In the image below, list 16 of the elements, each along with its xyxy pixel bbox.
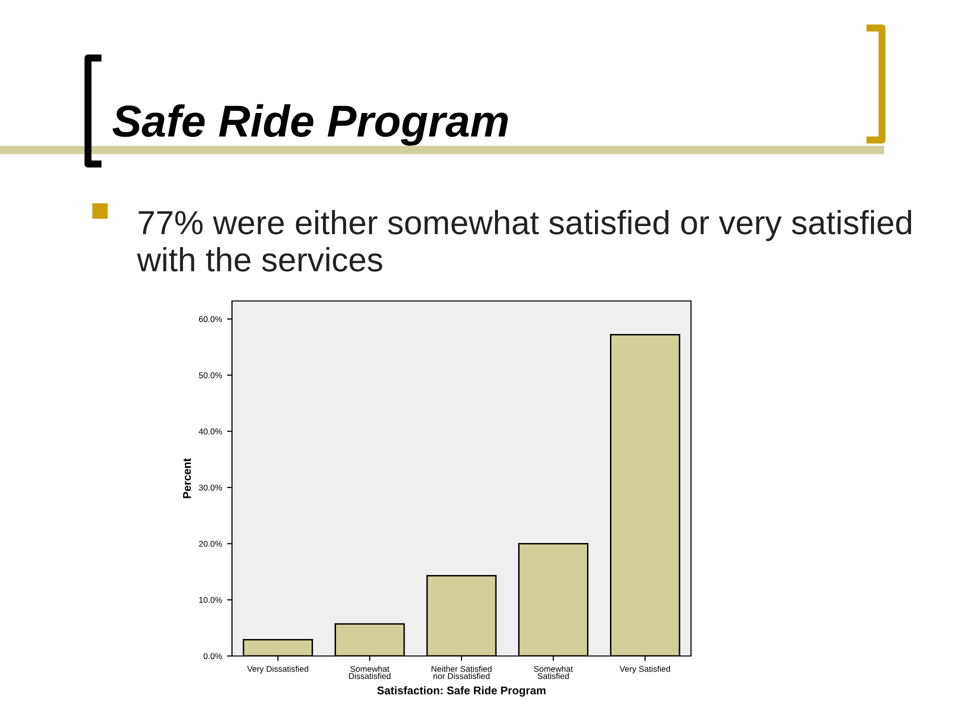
y-tick-label: 50.0%	[198, 372, 222, 378]
y-tick-label: 60.0%	[199, 316, 222, 322]
y-axis-title: Percent	[183, 458, 191, 498]
x-tick-label: Very Satisfied	[620, 666, 670, 674]
y-tick-label: 10.0%	[199, 597, 222, 603]
x-tick-label: Very Dissatisfied	[247, 666, 308, 674]
y-tick-label: 0.0%	[204, 653, 222, 660]
x-tick-label: Somewhat Dissatisfied	[349, 666, 390, 680]
x-axis-title: Satisfaction: Safe Ride Program	[377, 686, 546, 697]
chart-subtitle: 77% were either somewhat satisfied or very satisfied with the services	[136, 210, 912, 272]
y-tick-label: 30.0%	[198, 484, 222, 491]
chart-title: Safe Ride Program	[112, 104, 508, 146]
x-tick-label: Neither Satisfied nor Dissatisfied	[432, 666, 492, 680]
y-tick-label: 20.0%	[199, 540, 222, 547]
x-tick-label: Somewhat Satisfied	[534, 666, 573, 680]
y-tick-label: 40.0%	[198, 428, 222, 434]
